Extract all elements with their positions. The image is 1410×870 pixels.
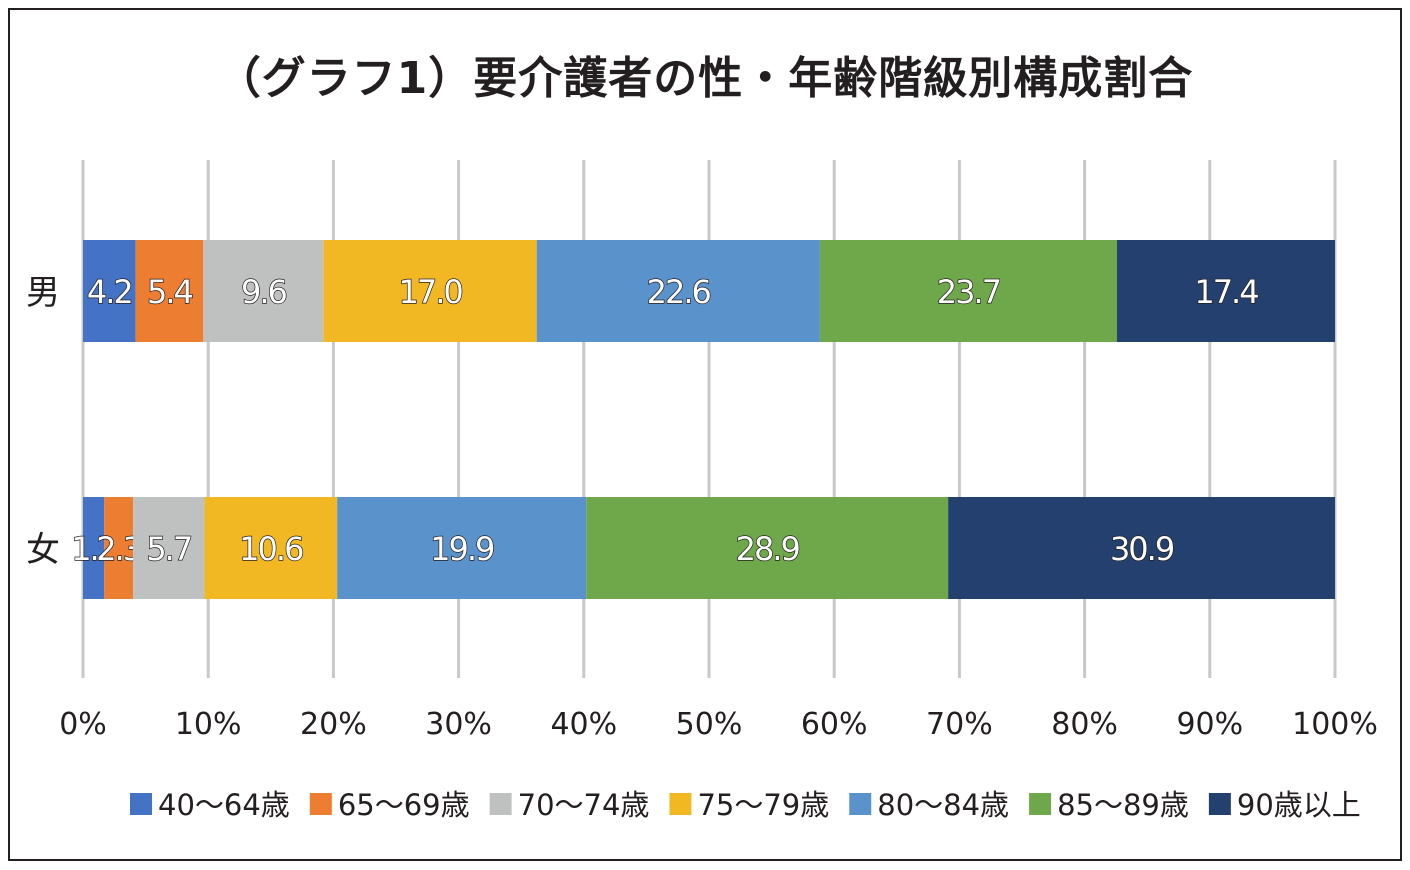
data-label: 17.0: [399, 273, 463, 311]
bar-segment: [819, 240, 1117, 342]
data-label: 10.6: [239, 530, 303, 568]
bar-segment: [948, 497, 1335, 599]
category-label: 女: [26, 530, 60, 570]
x-tick-label: 100%: [1292, 707, 1378, 742]
bar-segment: [133, 497, 205, 599]
legend-swatch: [669, 793, 692, 815]
bar-segment: [1116, 240, 1335, 342]
bar-segment: [337, 497, 587, 599]
x-tick-label: 20%: [300, 707, 367, 742]
bar-segment: [203, 240, 324, 342]
x-tick-label: 90%: [1176, 707, 1243, 742]
x-tick-label: 60%: [801, 707, 868, 742]
data-label: 5.4: [147, 273, 193, 311]
legend-label: 75～79歳: [697, 788, 829, 822]
legend-label: 70～74歳: [518, 788, 650, 822]
x-tick-label: 70%: [926, 707, 993, 742]
bar-segment: [83, 497, 105, 599]
legend-label: 40～64歳: [158, 788, 290, 822]
legend-label: 80～84歳: [877, 788, 1009, 822]
chart-frame: [8, 8, 1402, 861]
legend-swatch: [1208, 793, 1231, 815]
data-label: 28.9: [736, 530, 800, 568]
x-tick-label: 30%: [425, 707, 492, 742]
category-label: 男: [26, 273, 60, 313]
x-tick-label: 80%: [1051, 707, 1118, 742]
bar-segment: [323, 240, 537, 342]
legend-swatch: [1029, 793, 1052, 815]
data-label: 9.6: [241, 273, 287, 311]
x-tick-label: 0%: [59, 707, 107, 742]
legend-label: 85～89歳: [1057, 788, 1189, 822]
legend-label: 65～69歳: [338, 788, 470, 822]
data-label: 23.7: [937, 273, 1000, 311]
data-label: 22.6: [647, 273, 711, 311]
legend-swatch: [309, 793, 332, 815]
bar-segment: [83, 240, 136, 342]
legend-swatch: [489, 793, 512, 815]
legend-swatch: [130, 793, 152, 815]
data-label: 4.2: [87, 273, 132, 311]
legend-swatch: [849, 793, 872, 815]
x-tick-label: 40%: [550, 707, 617, 742]
legend-label: 90歳以上: [1237, 788, 1361, 822]
bar-segment: [586, 497, 949, 599]
x-tick-label: 50%: [676, 707, 743, 742]
chart-title: （グラフ1）要介護者の性・年齢階級別構成割合: [216, 53, 1194, 104]
bar-segment: [104, 497, 134, 599]
bar-segment: [135, 240, 204, 342]
data-label: 19.9: [430, 530, 494, 568]
data-label: 5.7: [146, 530, 191, 568]
data-label: 17.4: [1194, 273, 1258, 311]
bar-segment: [536, 240, 820, 342]
x-tick-label: 10%: [175, 707, 242, 742]
data-label: 30.9: [1110, 530, 1174, 568]
bar-segment: [204, 497, 338, 599]
